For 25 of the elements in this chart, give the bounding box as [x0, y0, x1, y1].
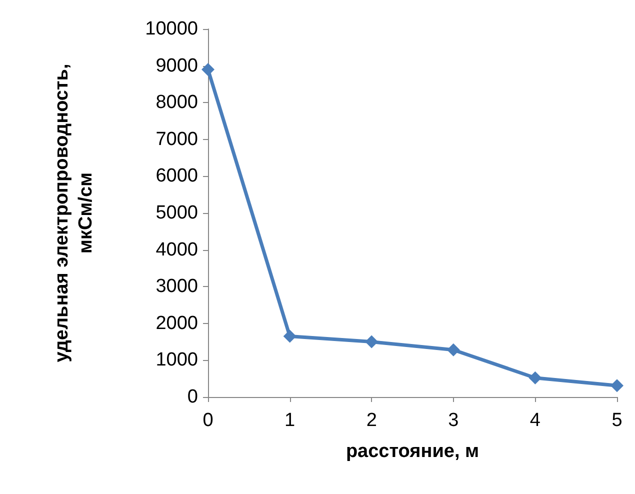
y-tick-label: 2000	[156, 312, 198, 334]
y-tick-label: 4000	[156, 239, 198, 260]
y-tick-label: 10000	[145, 18, 198, 40]
point	[610, 379, 624, 392]
y-tick-label: 7000	[156, 128, 198, 150]
point	[528, 371, 542, 384]
y-tick-label: 8000	[156, 92, 198, 114]
point	[365, 335, 378, 348]
y-tick-label: 5000	[156, 202, 198, 224]
x-axis-title: расстояние, м	[346, 441, 480, 462]
y-tick-label: 6000	[156, 166, 198, 187]
x-tick-label: 0	[202, 410, 214, 431]
x-tick-label: 4	[530, 410, 541, 431]
x-tick-label: 1	[284, 410, 296, 431]
x-tick-label: 2	[366, 410, 377, 431]
y-tick-label: 1000	[156, 350, 198, 371]
y-tick-label: 3000	[156, 276, 198, 298]
x-tick-label: 3	[448, 410, 459, 431]
point	[283, 330, 296, 343]
point	[446, 343, 460, 356]
y-tick-label: 9000	[156, 55, 198, 76]
x-tick-label: 5	[612, 410, 622, 431]
y-axis-title: удельная электропроводность, мкСм/см	[52, 64, 96, 362]
y-tick-label: 0	[187, 386, 198, 408]
point	[202, 62, 214, 76]
